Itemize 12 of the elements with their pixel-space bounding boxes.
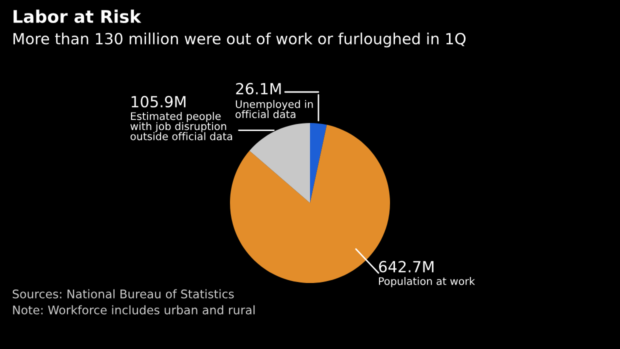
data-label: 26.1M (236, 82, 281, 94)
chart-subtitle: More than 130 million were out of work or furloughed in 1Q (14, 32, 466, 48)
chart-title: Labor at Risk (14, 10, 142, 24)
slice-label: Estimated people with job disruption outside official data (130, 112, 232, 140)
data-label: 105.9M (132, 96, 186, 108)
source-note: Sources: National Bureau of Statistics (12, 289, 234, 298)
text: Note: Workforce includes urban and rural (13, 305, 255, 314)
pie-slice (310, 123, 327, 203)
pie-slice (249, 123, 310, 203)
slice-label: Population at work (379, 277, 475, 288)
data-label: 642.7M (379, 260, 434, 272)
slice-label: Unemployed in official data (236, 100, 313, 118)
